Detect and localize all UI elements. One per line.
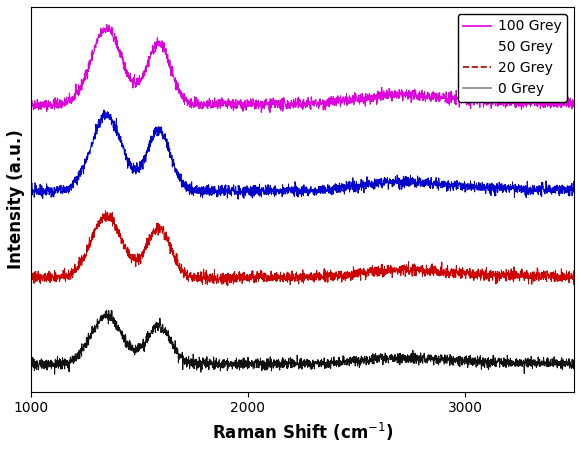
Legend: 100 Grey, 50 Grey, 20 Grey, 0 Grey: 100 Grey, 50 Grey, 20 Grey, 0 Grey [457, 14, 567, 102]
Y-axis label: Intensity (a.u.): Intensity (a.u.) [7, 130, 25, 269]
X-axis label: Raman Shift (cm$^{-1}$): Raman Shift (cm$^{-1}$) [211, 421, 393, 443]
